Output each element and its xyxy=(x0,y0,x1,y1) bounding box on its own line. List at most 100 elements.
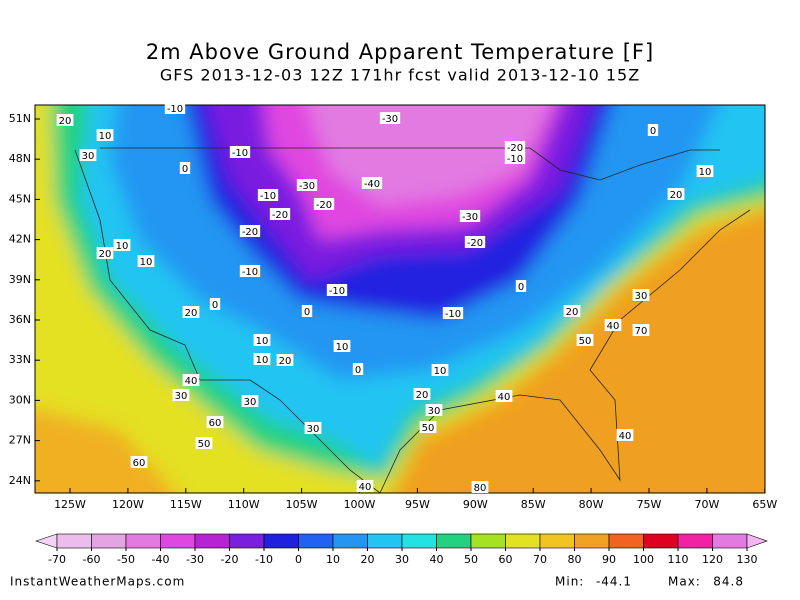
border-west xyxy=(74,149,381,493)
contour-label-box xyxy=(96,129,114,141)
contour-label-box xyxy=(79,149,97,161)
contour-label: -10 xyxy=(232,148,248,159)
contour-label-box xyxy=(209,298,221,310)
min-value: -44.1 xyxy=(596,575,632,589)
contour-label: 50 xyxy=(422,423,435,434)
colorbar-segment xyxy=(194,533,230,549)
colorbar-segment xyxy=(401,533,437,549)
colorbar-segment xyxy=(436,533,472,549)
contour-label: 20 xyxy=(670,190,683,201)
contour-label: 10 xyxy=(116,241,129,252)
colorbar-segment xyxy=(263,533,299,549)
contour-label-box xyxy=(164,102,186,114)
colorbar-tick-label: -20 xyxy=(221,553,239,566)
lon-label: 105W xyxy=(286,498,318,511)
lon-label: 95W xyxy=(405,498,430,511)
contour-label-box xyxy=(296,179,318,191)
contour-label-box xyxy=(182,306,200,318)
contour-label-box xyxy=(442,307,464,319)
colorbar-segment xyxy=(160,533,196,549)
colorbar-tick-label: 40 xyxy=(430,553,444,566)
contour-label: 60 xyxy=(209,418,222,429)
min-label: Min: xyxy=(555,575,584,589)
contour-label-box xyxy=(304,422,322,434)
contour-label-box xyxy=(495,390,513,402)
field-orange-sw xyxy=(35,408,176,493)
lat-label: 45N xyxy=(9,192,31,205)
contour-label: -40 xyxy=(364,179,380,190)
colorbar-tick-label: 20 xyxy=(361,553,375,566)
contour-label-box xyxy=(464,236,486,248)
contour-label: -20 xyxy=(242,227,258,238)
contour-label-box xyxy=(352,363,364,375)
lon-label: 75W xyxy=(637,498,662,511)
colorbar-segment xyxy=(505,533,541,549)
contour-label: -20 xyxy=(507,143,523,154)
contour-label: -10 xyxy=(445,309,461,320)
contour-label-box xyxy=(379,112,401,124)
contour-label-box xyxy=(647,124,659,136)
contour-label: 20 xyxy=(59,116,72,127)
contour-label-box xyxy=(182,374,200,386)
lat-label: 42N xyxy=(9,233,31,246)
contour-label-box xyxy=(696,165,714,177)
contour-label-box xyxy=(667,188,685,200)
contour-label-box xyxy=(253,353,271,365)
contour-label-box xyxy=(616,429,634,441)
contour-label-box xyxy=(239,225,261,237)
contour-label-box xyxy=(179,162,191,174)
lat-label: 51N xyxy=(9,112,31,125)
contour-label: 40 xyxy=(185,376,198,387)
colorbar-tick-label: 100 xyxy=(633,553,654,566)
lon-label: 65W xyxy=(752,498,777,511)
contour-label: -30 xyxy=(382,114,398,125)
contour-label: -10 xyxy=(242,267,258,278)
lon-label: 120W xyxy=(112,498,144,511)
contour-label-box xyxy=(229,146,251,158)
colorbar-segment xyxy=(56,533,92,549)
contour-label-box xyxy=(241,395,259,407)
colorbar-tick-label: -60 xyxy=(83,553,101,566)
contour-label-box xyxy=(504,141,526,153)
contour-label: 10 xyxy=(99,131,112,142)
contour-label: -10 xyxy=(329,286,345,297)
contour-label: -20 xyxy=(316,200,332,211)
colorbar-arrow-left xyxy=(35,533,58,549)
lon-label: 115W xyxy=(170,498,202,511)
contour-label: 0 xyxy=(182,164,188,175)
contour-label-box xyxy=(195,437,213,449)
lat-label: 24N xyxy=(9,474,31,487)
contour-label-box xyxy=(563,305,581,317)
contour-label: 10 xyxy=(699,167,712,178)
lon-label: 110W xyxy=(228,498,260,511)
contour-label: -30 xyxy=(299,181,315,192)
contour-label: 40 xyxy=(607,321,620,332)
contour-label: -20 xyxy=(467,238,483,249)
colorbar-segment xyxy=(608,533,644,549)
colorbar-tick-label: 30 xyxy=(395,553,409,566)
colorbar-tick-label: 90 xyxy=(602,553,616,566)
contour-label-box xyxy=(431,364,449,376)
contour-label-box xyxy=(137,255,155,267)
contour-label: 20 xyxy=(99,249,112,260)
contour-label-box xyxy=(419,421,437,433)
contour-label: 70 xyxy=(635,326,648,337)
contour-label-box xyxy=(604,319,622,331)
contour-label: -30 xyxy=(462,212,478,223)
contour-label-box xyxy=(239,265,261,277)
lat-label: 33N xyxy=(9,353,31,366)
lon-label: 80W xyxy=(579,498,604,511)
colorbar-tick-label: -50 xyxy=(117,553,135,566)
contour-label: 40 xyxy=(619,431,632,442)
colorbar-arrow-right xyxy=(746,533,768,549)
contour-label-box xyxy=(576,334,594,346)
temperature-field xyxy=(35,105,765,493)
colorbar-segment xyxy=(91,533,127,549)
contour-label: 20 xyxy=(566,307,579,318)
lat-label: 39N xyxy=(9,273,31,286)
contour-label-box xyxy=(253,334,271,346)
source: InstantWeatherMaps.com xyxy=(10,575,185,589)
contour-label-box xyxy=(515,280,527,292)
contour-label-box xyxy=(269,208,291,220)
contour-label: 20 xyxy=(279,356,292,367)
